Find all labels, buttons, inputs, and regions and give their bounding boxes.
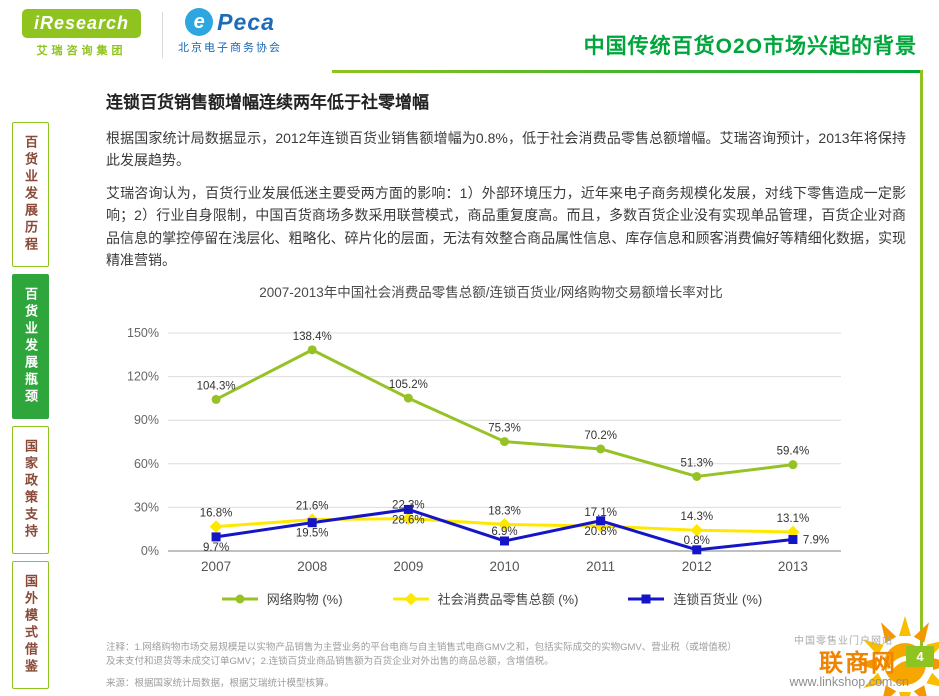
chart-legend: 网络购物 (%) 社会消费品零售总额 (%) 连锁百货业 (%)	[106, 589, 876, 608]
svg-text:104.3%: 104.3%	[197, 381, 236, 393]
source-note: 来源：根据国家统计局数据，根据艾瑞统计模型核算。	[106, 677, 335, 689]
svg-text:51.3%: 51.3%	[680, 458, 713, 470]
svg-text:2009: 2009	[393, 559, 423, 574]
svg-text:138.4%: 138.4%	[293, 331, 332, 343]
svg-text:17.1%: 17.1%	[584, 507, 617, 519]
line-chart: 0% 30% 60% 90% 120% 150% 2007 2008 2009 2010 2011 2…	[127, 326, 841, 574]
svg-text:0.8%: 0.8%	[684, 535, 710, 547]
svg-text:9.7%: 9.7%	[203, 542, 229, 554]
svg-text:90%: 90%	[134, 414, 159, 428]
page-number-badge: 4	[906, 646, 934, 667]
svg-text:120%: 120%	[127, 370, 159, 384]
main-content: 连锁百货销售额增幅连续两年低于社零增幅 根据国家统计局数据显示，2012年连锁百…	[106, 88, 906, 608]
sidebar-tab[interactable]: 百货业发展历程	[12, 122, 49, 267]
svg-text:2008: 2008	[297, 559, 327, 574]
svg-text:18.3%: 18.3%	[488, 506, 521, 518]
sidebar-tab[interactable]: 国家政策支持	[12, 426, 49, 554]
peca-logo-text: Peca	[217, 8, 275, 35]
svg-text:2013: 2013	[778, 559, 808, 574]
svg-text:70.2%: 70.2%	[584, 430, 617, 442]
square-legend-marker-icon	[628, 594, 665, 604]
footnotes: 注释：1.网络购物市场交易规模是以实物产品销售为主营业务的平台电商与自主销售式电…	[106, 641, 794, 691]
iresearch-logo: iResearch 艾瑞咨询集团	[22, 9, 142, 58]
svg-text:30%: 30%	[134, 501, 159, 515]
svg-text:150%: 150%	[127, 326, 159, 340]
circle-legend-marker-icon	[221, 594, 258, 604]
section-heading: 连锁百货销售额增幅连续两年低于社零增幅	[106, 93, 429, 112]
header-underline	[332, 70, 923, 73]
right-edge-rule	[920, 70, 923, 646]
svg-text:13.1%: 13.1%	[777, 513, 810, 525]
svg-text:22.3%: 22.3%	[392, 500, 425, 512]
svg-text:16.8%: 16.8%	[200, 508, 233, 520]
svg-text:2010: 2010	[489, 559, 519, 574]
page-title: 中国传统百货O2O市场兴起的背景	[583, 35, 917, 58]
peca-logo-subtitle: 北京电子商务协会	[178, 42, 282, 54]
legend-label: 社会消费品零售总额 (%)	[437, 592, 579, 608]
peca-e-icon: e	[185, 8, 214, 36]
svg-text:59.4%: 59.4%	[777, 446, 810, 458]
legend-label: 连锁百货业 (%)	[673, 592, 763, 608]
chart-title: 2007-2013年中国社会消费品零售总额/连锁百货业/网络购物交易额增长率对比	[259, 285, 723, 301]
site-tagline: 中国零售业门户网站	[794, 636, 893, 647]
svg-text:75.3%: 75.3%	[488, 423, 521, 435]
svg-text:0%: 0%	[141, 544, 159, 558]
legend-item: 连锁百货业 (%)	[626, 589, 762, 608]
svg-text:7.9%: 7.9%	[803, 535, 829, 547]
footnote-line-2: 及未支付和退货等未成交订单GMV；2.连锁百货业商品销售额为百货企业对外出售的商…	[106, 656, 554, 668]
svg-text:2011: 2011	[586, 559, 615, 574]
legend-item: 网络购物 (%)	[220, 589, 343, 608]
legend-label: 网络购物 (%)	[266, 592, 343, 608]
body-paragraph-1: 根据国家统计局数据显示，2012年连锁百货业销售额增幅为0.8%，低于社会消费品…	[106, 130, 906, 169]
sidebar-tab[interactable]: 国外模式借鉴	[12, 561, 49, 689]
iresearch-logo-text: iResearch	[22, 9, 142, 38]
svg-text:21.6%: 21.6%	[296, 501, 329, 513]
svg-text:20.8%: 20.8%	[584, 526, 617, 538]
peca-logo: e Peca 北京电子商务协会	[178, 8, 282, 55]
footnote-line-1: 注释：1.网络购物市场交易规模是以实物产品销售为主营业务的平台电商与自主销售式电…	[106, 642, 737, 653]
svg-text:2007: 2007	[201, 559, 231, 574]
body-paragraph-2: 艾瑞咨询认为，百货行业发展低迷主要受两方面的影响：1）外部环境压力，近年来电子商…	[106, 184, 906, 268]
svg-text:60%: 60%	[134, 457, 159, 471]
chart-block: 2007-2013年中国社会消费品零售总额/连锁百货业/网络购物交易额增长率对比…	[106, 281, 876, 608]
iresearch-logo-subtitle: 艾瑞咨询集团	[36, 45, 127, 57]
svg-text:6.9%: 6.9%	[491, 526, 517, 538]
svg-text:105.2%: 105.2%	[389, 379, 428, 391]
diamond-legend-marker-icon	[392, 592, 429, 606]
sidebar: 百货业发展历程 百货业发展瓶颈 国家政策支持 国外模式借鉴	[12, 122, 50, 689]
svg-text:28.6%: 28.6%	[392, 515, 425, 527]
legend-item: 社会消费品零售总额 (%)	[391, 589, 579, 608]
svg-text:2012: 2012	[682, 559, 712, 574]
logo-divider	[162, 12, 163, 58]
svg-text:14.3%: 14.3%	[680, 512, 713, 524]
sidebar-tab[interactable]: 百货业发展瓶颈	[12, 274, 49, 419]
site-url-link[interactable]: www.linkshop.com.cn	[789, 675, 910, 689]
svg-text:19.5%: 19.5%	[296, 528, 329, 540]
site-name: 联商网	[819, 650, 897, 677]
